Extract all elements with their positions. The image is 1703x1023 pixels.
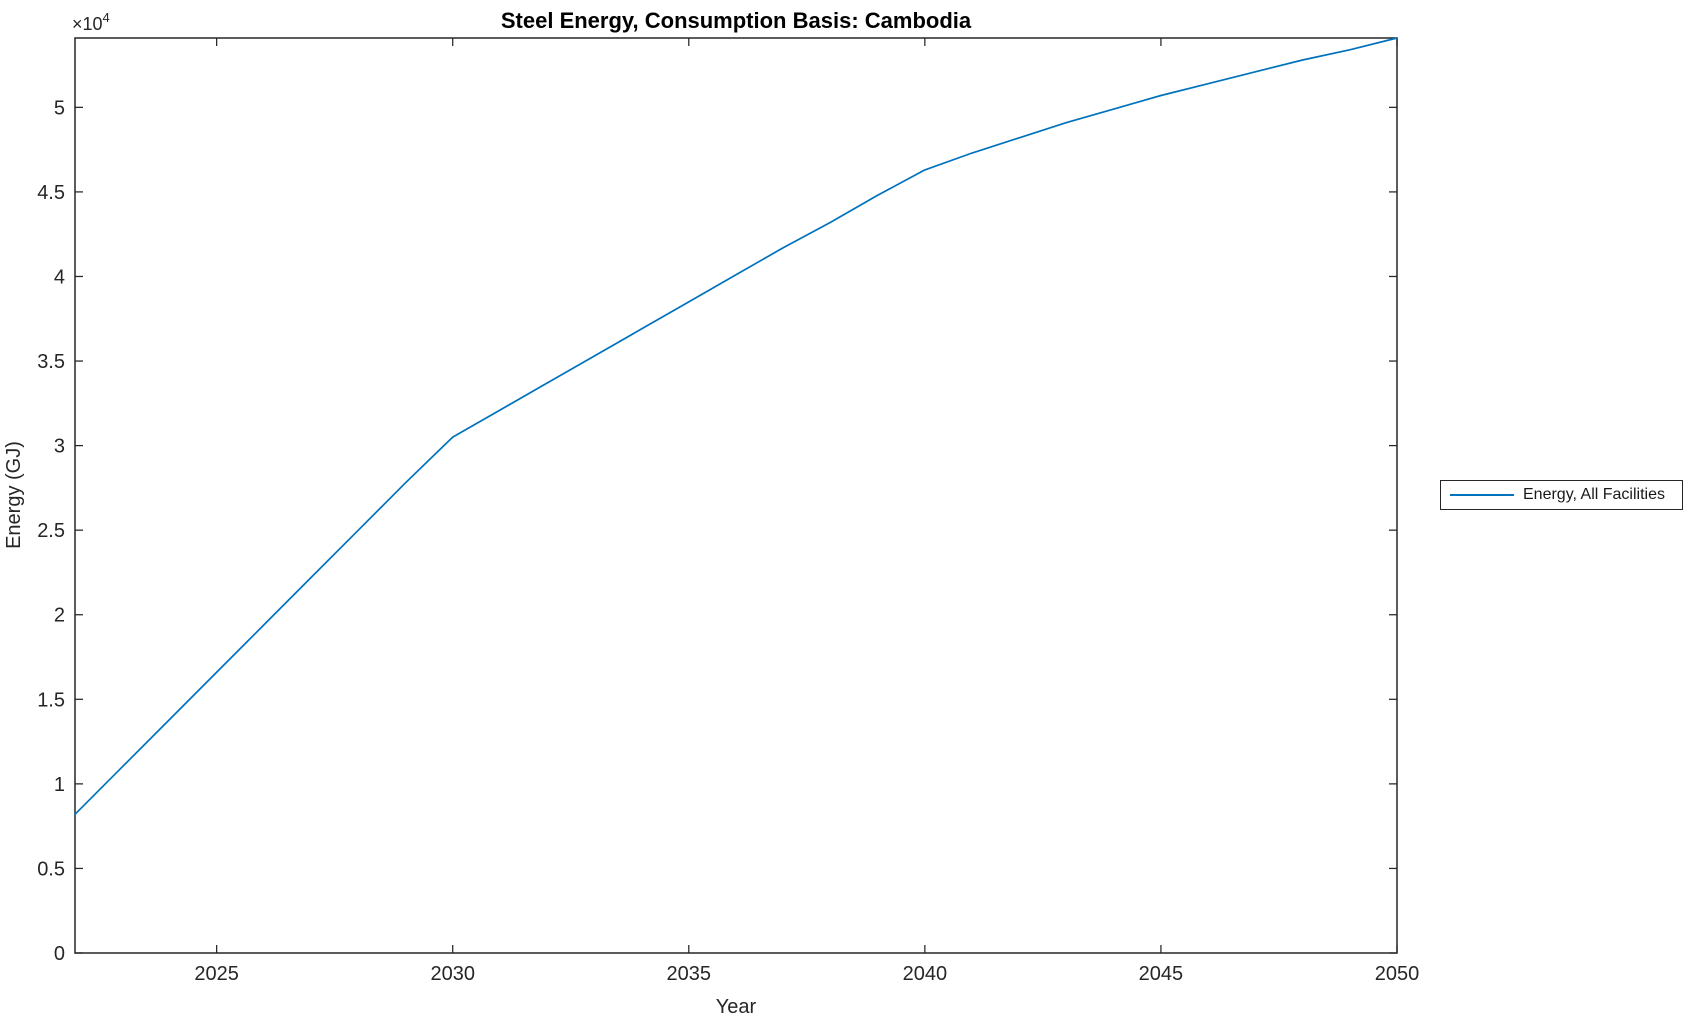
y-axis-multiplier-base: ×10 bbox=[72, 14, 103, 34]
chart-title: Steel Energy, Consumption Basis: Cambodi… bbox=[501, 8, 972, 33]
y-tick-label: 1.5 bbox=[37, 689, 65, 711]
x-tick-label: 2050 bbox=[1375, 963, 1420, 985]
y-axis-multiplier-exponent: 4 bbox=[103, 10, 110, 25]
x-tick-label: 2040 bbox=[903, 963, 948, 985]
y-tick-label: 1 bbox=[54, 774, 65, 796]
legend-item-label: Energy, All Facilities bbox=[1523, 486, 1665, 503]
x-tick-label: 2025 bbox=[194, 963, 239, 985]
y-tick-label: 2 bbox=[54, 605, 65, 627]
x-tick-label: 2045 bbox=[1139, 963, 1184, 985]
energy-series-line bbox=[74, 37, 1398, 816]
y-tick-label: 2.5 bbox=[37, 520, 65, 542]
legend-line-sample-icon bbox=[1450, 494, 1514, 496]
y-tick-label: 4.5 bbox=[37, 182, 65, 204]
x-tick-label: 2035 bbox=[667, 963, 712, 985]
y-tick-label: 5 bbox=[54, 97, 65, 119]
y-tick-label: 3.5 bbox=[37, 351, 65, 373]
plot-area: 2025 2030 2035 2040 2045 2050 0 0.5 1 1.5 2 2.5 3 3.5… bbox=[37, 37, 1420, 985]
y-axis-multiplier: ×104 bbox=[72, 10, 110, 34]
x-axis-label: Year bbox=[716, 996, 757, 1018]
x-tick-label: 2030 bbox=[430, 963, 475, 985]
legend: Energy, All Facilities bbox=[1440, 480, 1683, 510]
y-axis-label: Energy (GJ) bbox=[3, 441, 25, 549]
y-tick-label: 3 bbox=[54, 436, 65, 458]
y-tick-label: 4 bbox=[54, 266, 65, 288]
y-tick-label: 0 bbox=[54, 943, 65, 965]
axes-box bbox=[74, 37, 1398, 954]
y-tick-label: 0.5 bbox=[37, 858, 65, 880]
